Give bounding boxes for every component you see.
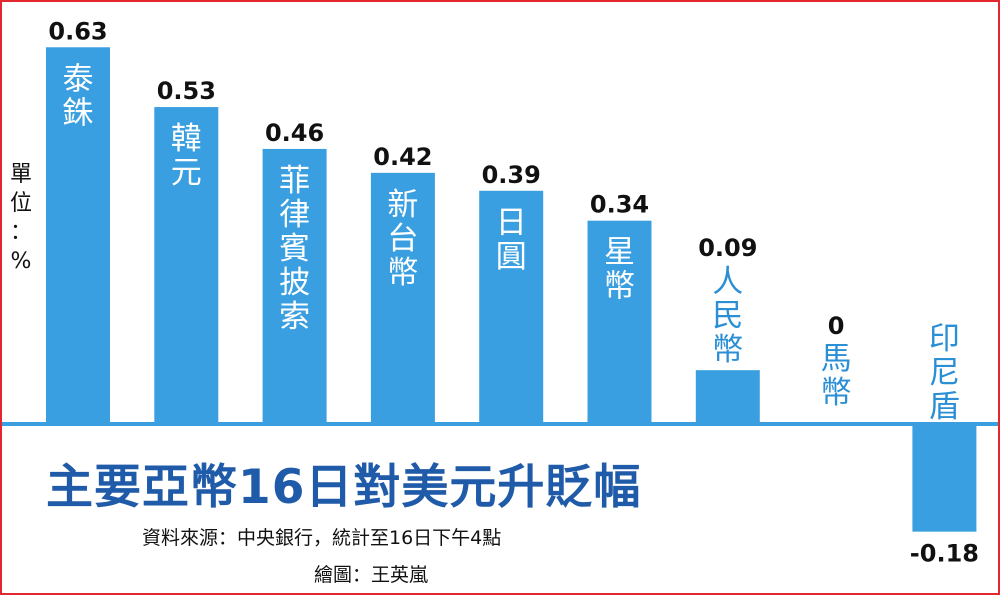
credit-note: 繪圖：王英嵐 — [314, 564, 429, 586]
bar-4 — [370, 172, 435, 424]
category-label-5: 日圓 — [496, 205, 527, 275]
category-label-3: 菲律賓披索 — [279, 163, 310, 335]
value-label-2: 0.53 — [157, 77, 216, 105]
value-label-9: -0.18 — [910, 540, 979, 568]
value-label-1: 0.63 — [48, 17, 107, 45]
value-label-6: 0.34 — [590, 191, 649, 219]
bar-9 — [912, 424, 977, 532]
bar-2 — [154, 107, 219, 424]
bar-6 — [587, 220, 652, 424]
category-label-1: 泰銖 — [63, 61, 94, 131]
category-label-6: 星幣 — [604, 235, 635, 305]
category-label-7: 人民幣 — [712, 264, 743, 368]
bar-5 — [479, 190, 544, 424]
value-label-4: 0.42 — [373, 143, 432, 171]
bar-1 — [46, 47, 110, 424]
category-label-9: 印尼盾 — [929, 321, 960, 425]
category-label-8: 馬幣 — [821, 341, 852, 411]
chart-title: 主要亞幣16日對美元升貶幅 — [46, 460, 642, 515]
value-label-5: 0.39 — [482, 161, 541, 189]
source-note: 資料來源：中央銀行，統計至16日下午4點 — [142, 527, 502, 549]
category-label-2: 韓元 — [171, 121, 202, 191]
value-label-3: 0.46 — [265, 119, 324, 147]
bar-7 — [695, 370, 760, 424]
bar-3 — [262, 148, 327, 425]
value-label-8: 0 — [828, 312, 845, 340]
value-label-7: 0.09 — [698, 234, 757, 262]
unit-label: 單 位 ： % — [9, 162, 32, 274]
category-label-4: 新台幣 — [387, 187, 418, 291]
